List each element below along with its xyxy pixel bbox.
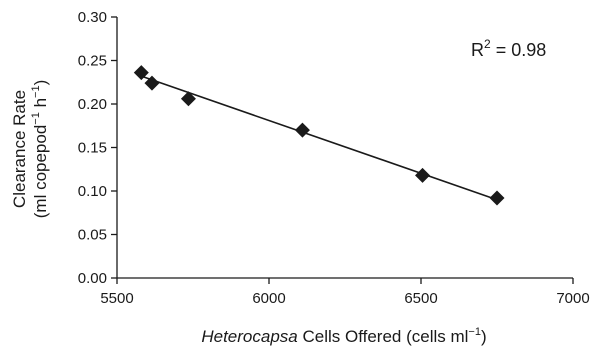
y-axis-title-superscript-1: −1 — [30, 112, 42, 125]
y-axis-title-line2-close: ) — [31, 80, 50, 86]
plot-area: 0.00 0.05 0.10 0.15 0.20 0.25 0.30 5500 6000 650… — [78, 9, 590, 307]
y-tick-label: 0.25 — [78, 53, 107, 70]
x-axis-title-close: ) — [481, 327, 487, 346]
data-point-diamond — [133, 65, 149, 81]
y-tick-label: 0.00 — [78, 270, 107, 287]
x-tick-label: 6500 — [404, 290, 437, 307]
data-point-diamond — [144, 75, 160, 91]
y-tick-label: 0.20 — [78, 96, 107, 113]
x-axis-title-superscript: −1 — [468, 326, 481, 338]
y-tick-label: 0.10 — [78, 183, 107, 200]
y-tick-label: 0.05 — [78, 227, 107, 244]
y-axis-title-superscript-2: −1 — [30, 85, 42, 98]
trendline — [141, 75, 498, 201]
y-axis-title-line2: (ml copepod−1 h−1) — [30, 80, 50, 219]
data-point-diamond — [489, 190, 505, 206]
r-squared-annotation: R2 = 0.98 — [471, 37, 546, 60]
y-axis-title: Clearance Rate (ml copepod−1 h−1) — [10, 80, 50, 219]
data-point-diamond — [415, 167, 431, 183]
r-squared-superscript: 2 — [484, 37, 491, 51]
data-point-diamond — [294, 122, 310, 138]
y-axis-title-line2-mid: h — [31, 98, 50, 112]
x-axis-title: Heterocapsa Cells Offered (cells ml−1) — [201, 326, 486, 346]
x-tick-label: 7000 — [556, 290, 589, 307]
x-tick-label: 6000 — [252, 290, 285, 307]
data-point-diamond — [180, 91, 196, 107]
y-tick-label: 0.30 — [78, 9, 107, 26]
y-tick-label: 0.15 — [78, 140, 107, 157]
y-axis-ticks: 0.00 0.05 0.10 0.15 0.20 0.25 0.30 — [78, 9, 117, 287]
r-squared-value: = 0.98 — [491, 40, 547, 60]
x-axis-title-text: Cells Offered (cells ml — [298, 327, 469, 346]
x-tick-label: 5500 — [100, 290, 133, 307]
y-axis-title-line1: Clearance Rate — [10, 90, 29, 208]
y-axis-title-line2-text: (ml copepod — [31, 125, 50, 219]
r-squared-prefix: R — [471, 40, 484, 60]
data-points — [133, 65, 505, 206]
x-axis-title-italic: Heterocapsa — [201, 327, 297, 346]
x-axis-ticks: 5500 6000 6500 7000 — [100, 278, 590, 307]
